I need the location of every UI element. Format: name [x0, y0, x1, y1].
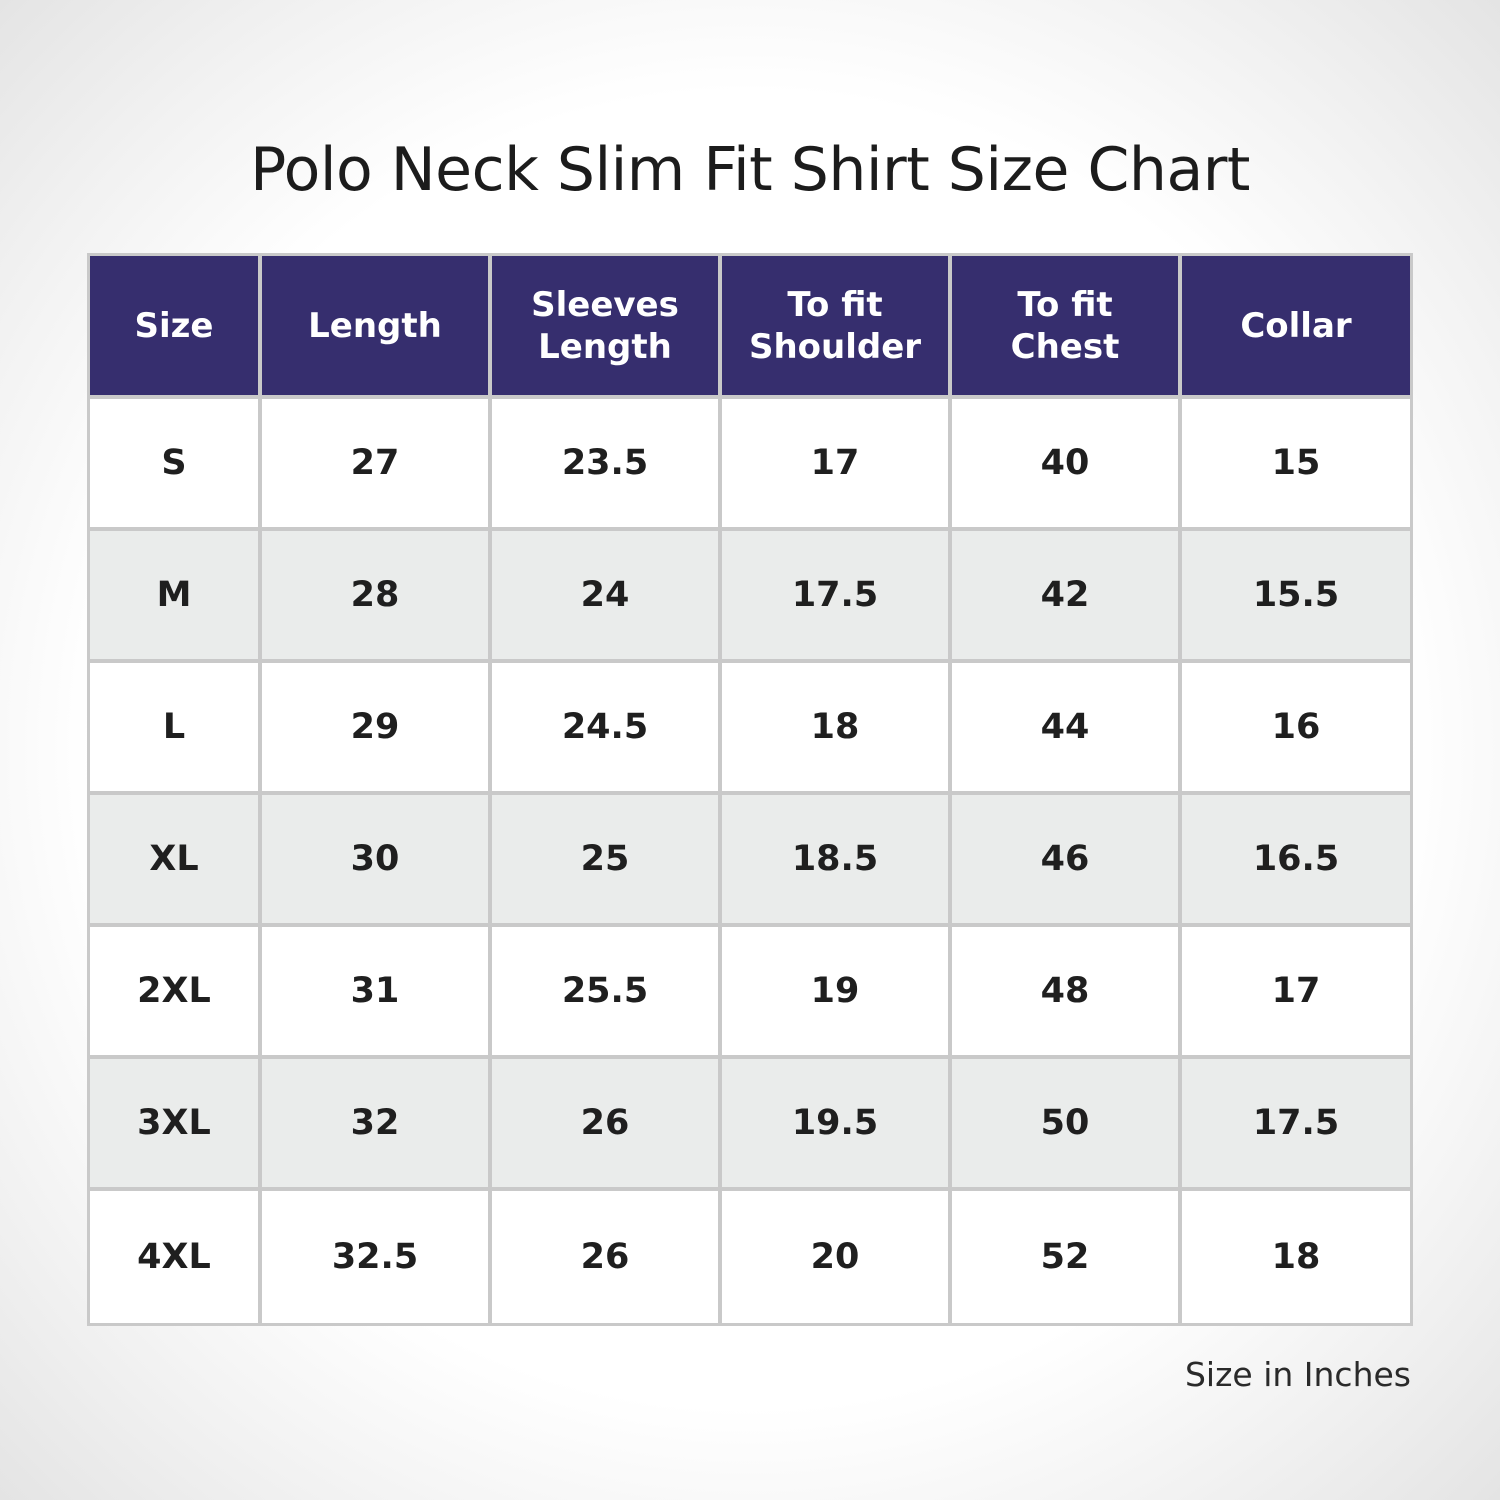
table-row: M 28 24 17.5 42 15.5	[90, 531, 1410, 663]
table-row: 2XL 31 25.5 19 48 17	[90, 927, 1410, 1059]
cell-length: 32	[262, 1059, 492, 1191]
cell-sleeves-length: 24.5	[492, 663, 722, 795]
cell-chest: 48	[952, 927, 1182, 1059]
column-header-size: Size	[90, 256, 262, 399]
cell-size: L	[90, 663, 262, 795]
cell-collar: 17	[1182, 927, 1410, 1059]
column-header-to-fit-shoulder: To fit Shoulder	[722, 256, 952, 399]
header-label-line-1: To fit	[1017, 284, 1113, 325]
cell-sleeves-length: 24	[492, 531, 722, 663]
header-row: Size Length Sleeves Length To fit Should…	[90, 256, 1410, 399]
cell-collar: 16.5	[1182, 795, 1410, 927]
column-header-collar: Collar	[1182, 256, 1410, 399]
table-row: 3XL 32 26 19.5 50 17.5	[90, 1059, 1410, 1191]
cell-length: 27	[262, 399, 492, 531]
header-label-line-1: Sleeves	[531, 284, 679, 325]
cell-shoulder: 19	[722, 927, 952, 1059]
table-row: 4XL 32.5 26 20 52 18	[90, 1191, 1410, 1323]
table-row: XL 30 25 18.5 46 16.5	[90, 795, 1410, 927]
cell-collar: 15	[1182, 399, 1410, 531]
cell-size: 2XL	[90, 927, 262, 1059]
cell-chest: 52	[952, 1191, 1182, 1323]
cell-length: 29	[262, 663, 492, 795]
cell-chest: 50	[952, 1059, 1182, 1191]
cell-collar: 15.5	[1182, 531, 1410, 663]
cell-size: S	[90, 399, 262, 531]
size-chart-table: Size Length Sleeves Length To fit Should…	[87, 253, 1413, 1326]
cell-sleeves-length: 26	[492, 1191, 722, 1323]
cell-chest: 44	[952, 663, 1182, 795]
cell-shoulder: 20	[722, 1191, 952, 1323]
cell-shoulder: 17	[722, 399, 952, 531]
page-title: Polo Neck Slim Fit Shirt Size Chart	[250, 135, 1250, 205]
cell-length: 31	[262, 927, 492, 1059]
table-row: L 29 24.5 18 44 16	[90, 663, 1410, 795]
cell-chest: 40	[952, 399, 1182, 531]
header-label-line-2: Shoulder	[748, 326, 922, 367]
header-label-line-1: To fit	[787, 284, 883, 325]
cell-sleeves-length: 23.5	[492, 399, 722, 531]
cell-shoulder: 18.5	[722, 795, 952, 927]
column-header-to-fit-chest: To fit Chest	[952, 256, 1182, 399]
table-row: S 27 23.5 17 40 15	[90, 399, 1410, 531]
cell-size: M	[90, 531, 262, 663]
header-label-line-2: Length	[538, 326, 672, 367]
header-label-line-2: Chest	[1010, 326, 1120, 367]
header-label: Length	[308, 305, 442, 346]
cell-size: XL	[90, 795, 262, 927]
column-header-sleeves-length: Sleeves Length	[492, 256, 722, 399]
cell-chest: 46	[952, 795, 1182, 927]
cell-shoulder: 18	[722, 663, 952, 795]
cell-collar: 17.5	[1182, 1059, 1410, 1191]
cell-length: 30	[262, 795, 492, 927]
cell-sleeves-length: 26	[492, 1059, 722, 1191]
cell-shoulder: 19.5	[722, 1059, 952, 1191]
cell-collar: 18	[1182, 1191, 1410, 1323]
cell-sleeves-length: 25	[492, 795, 722, 927]
cell-collar: 16	[1182, 663, 1410, 795]
cell-size: 4XL	[90, 1191, 262, 1323]
header-label: Collar	[1240, 305, 1352, 346]
cell-size: 3XL	[90, 1059, 262, 1191]
header-label: Size	[134, 305, 214, 346]
cell-length: 32.5	[262, 1191, 492, 1323]
column-header-length: Length	[262, 256, 492, 399]
cell-chest: 42	[952, 531, 1182, 663]
cell-sleeves-length: 25.5	[492, 927, 722, 1059]
cell-shoulder: 17.5	[722, 531, 952, 663]
units-footnote: Size in Inches	[1184, 1355, 1411, 1394]
cell-length: 28	[262, 531, 492, 663]
